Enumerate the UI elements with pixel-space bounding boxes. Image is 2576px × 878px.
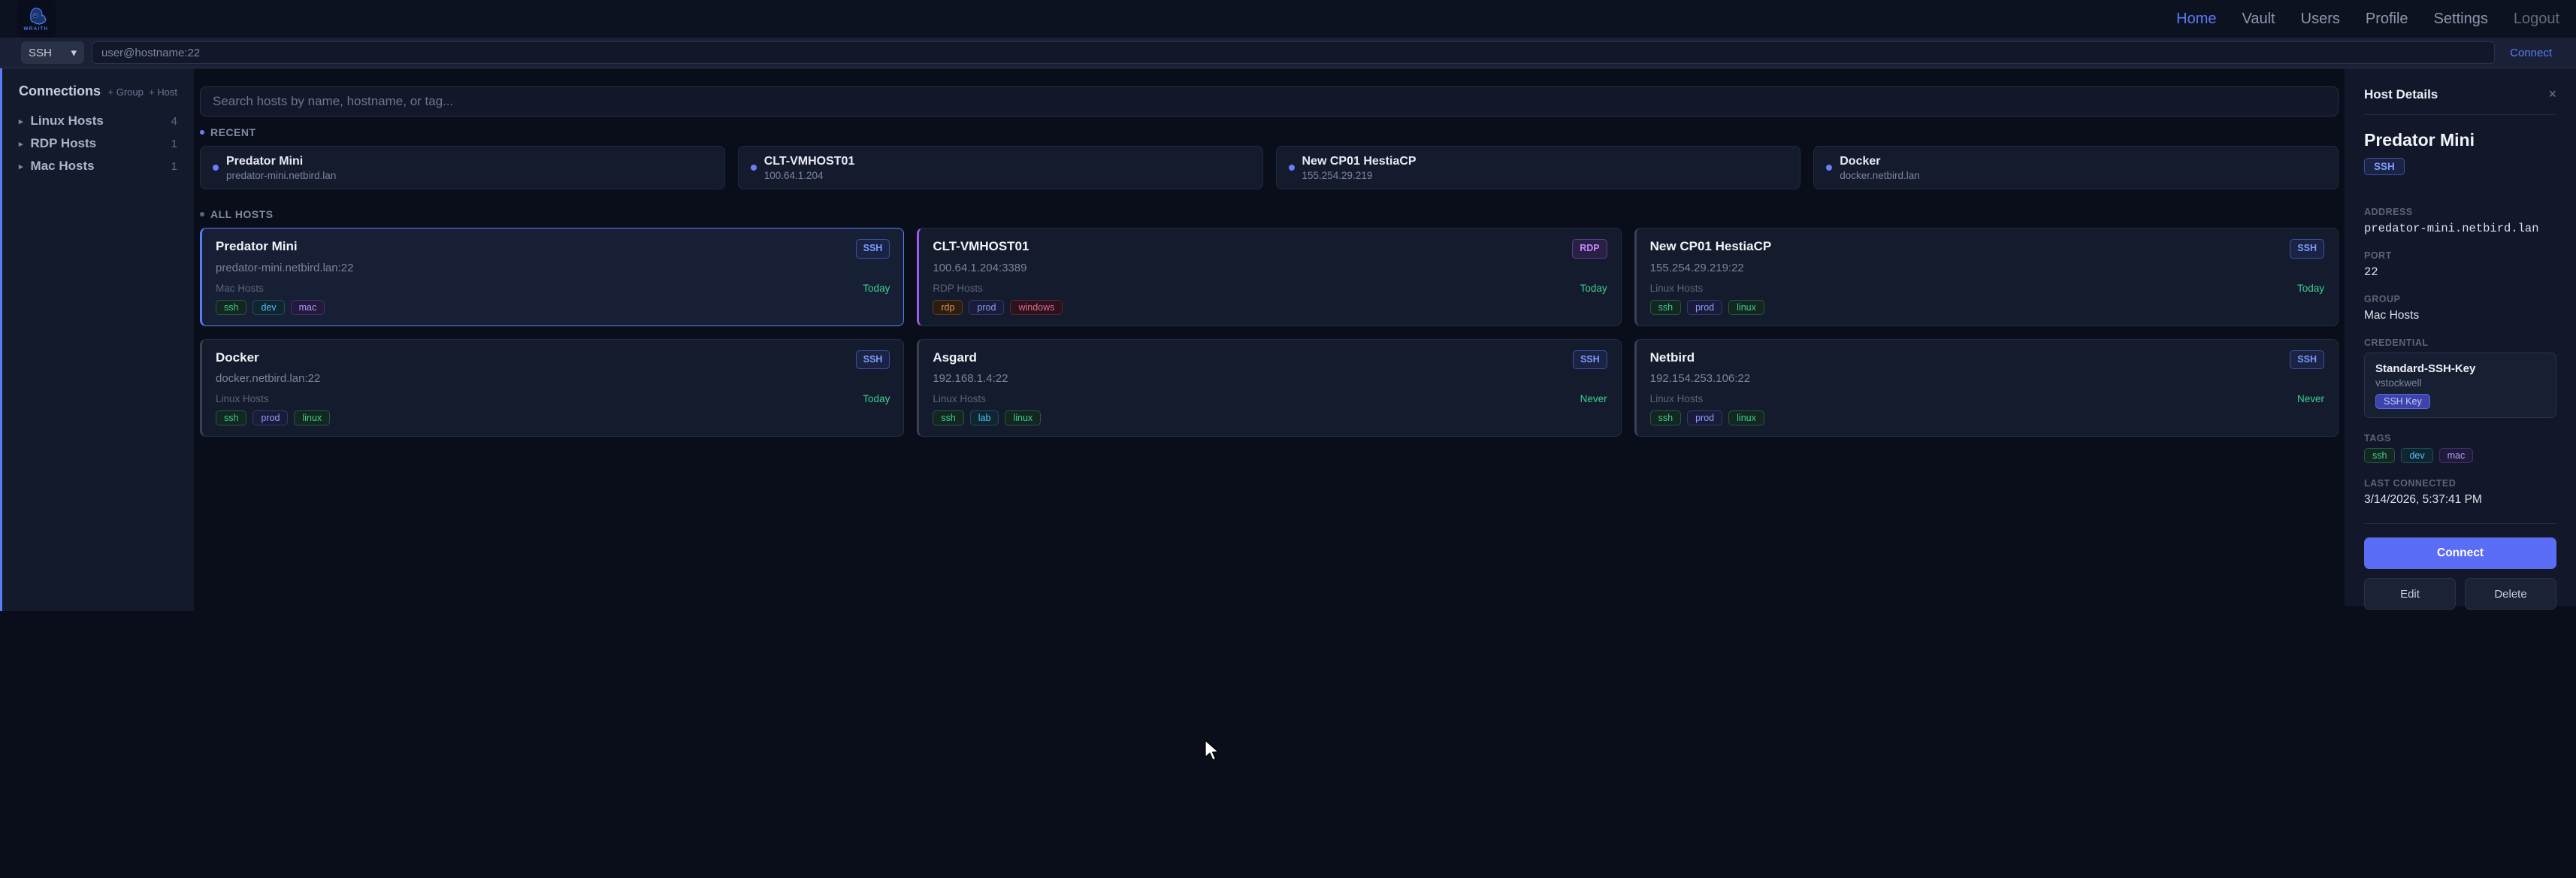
- svg-text:WRAITH: WRAITH: [24, 26, 49, 32]
